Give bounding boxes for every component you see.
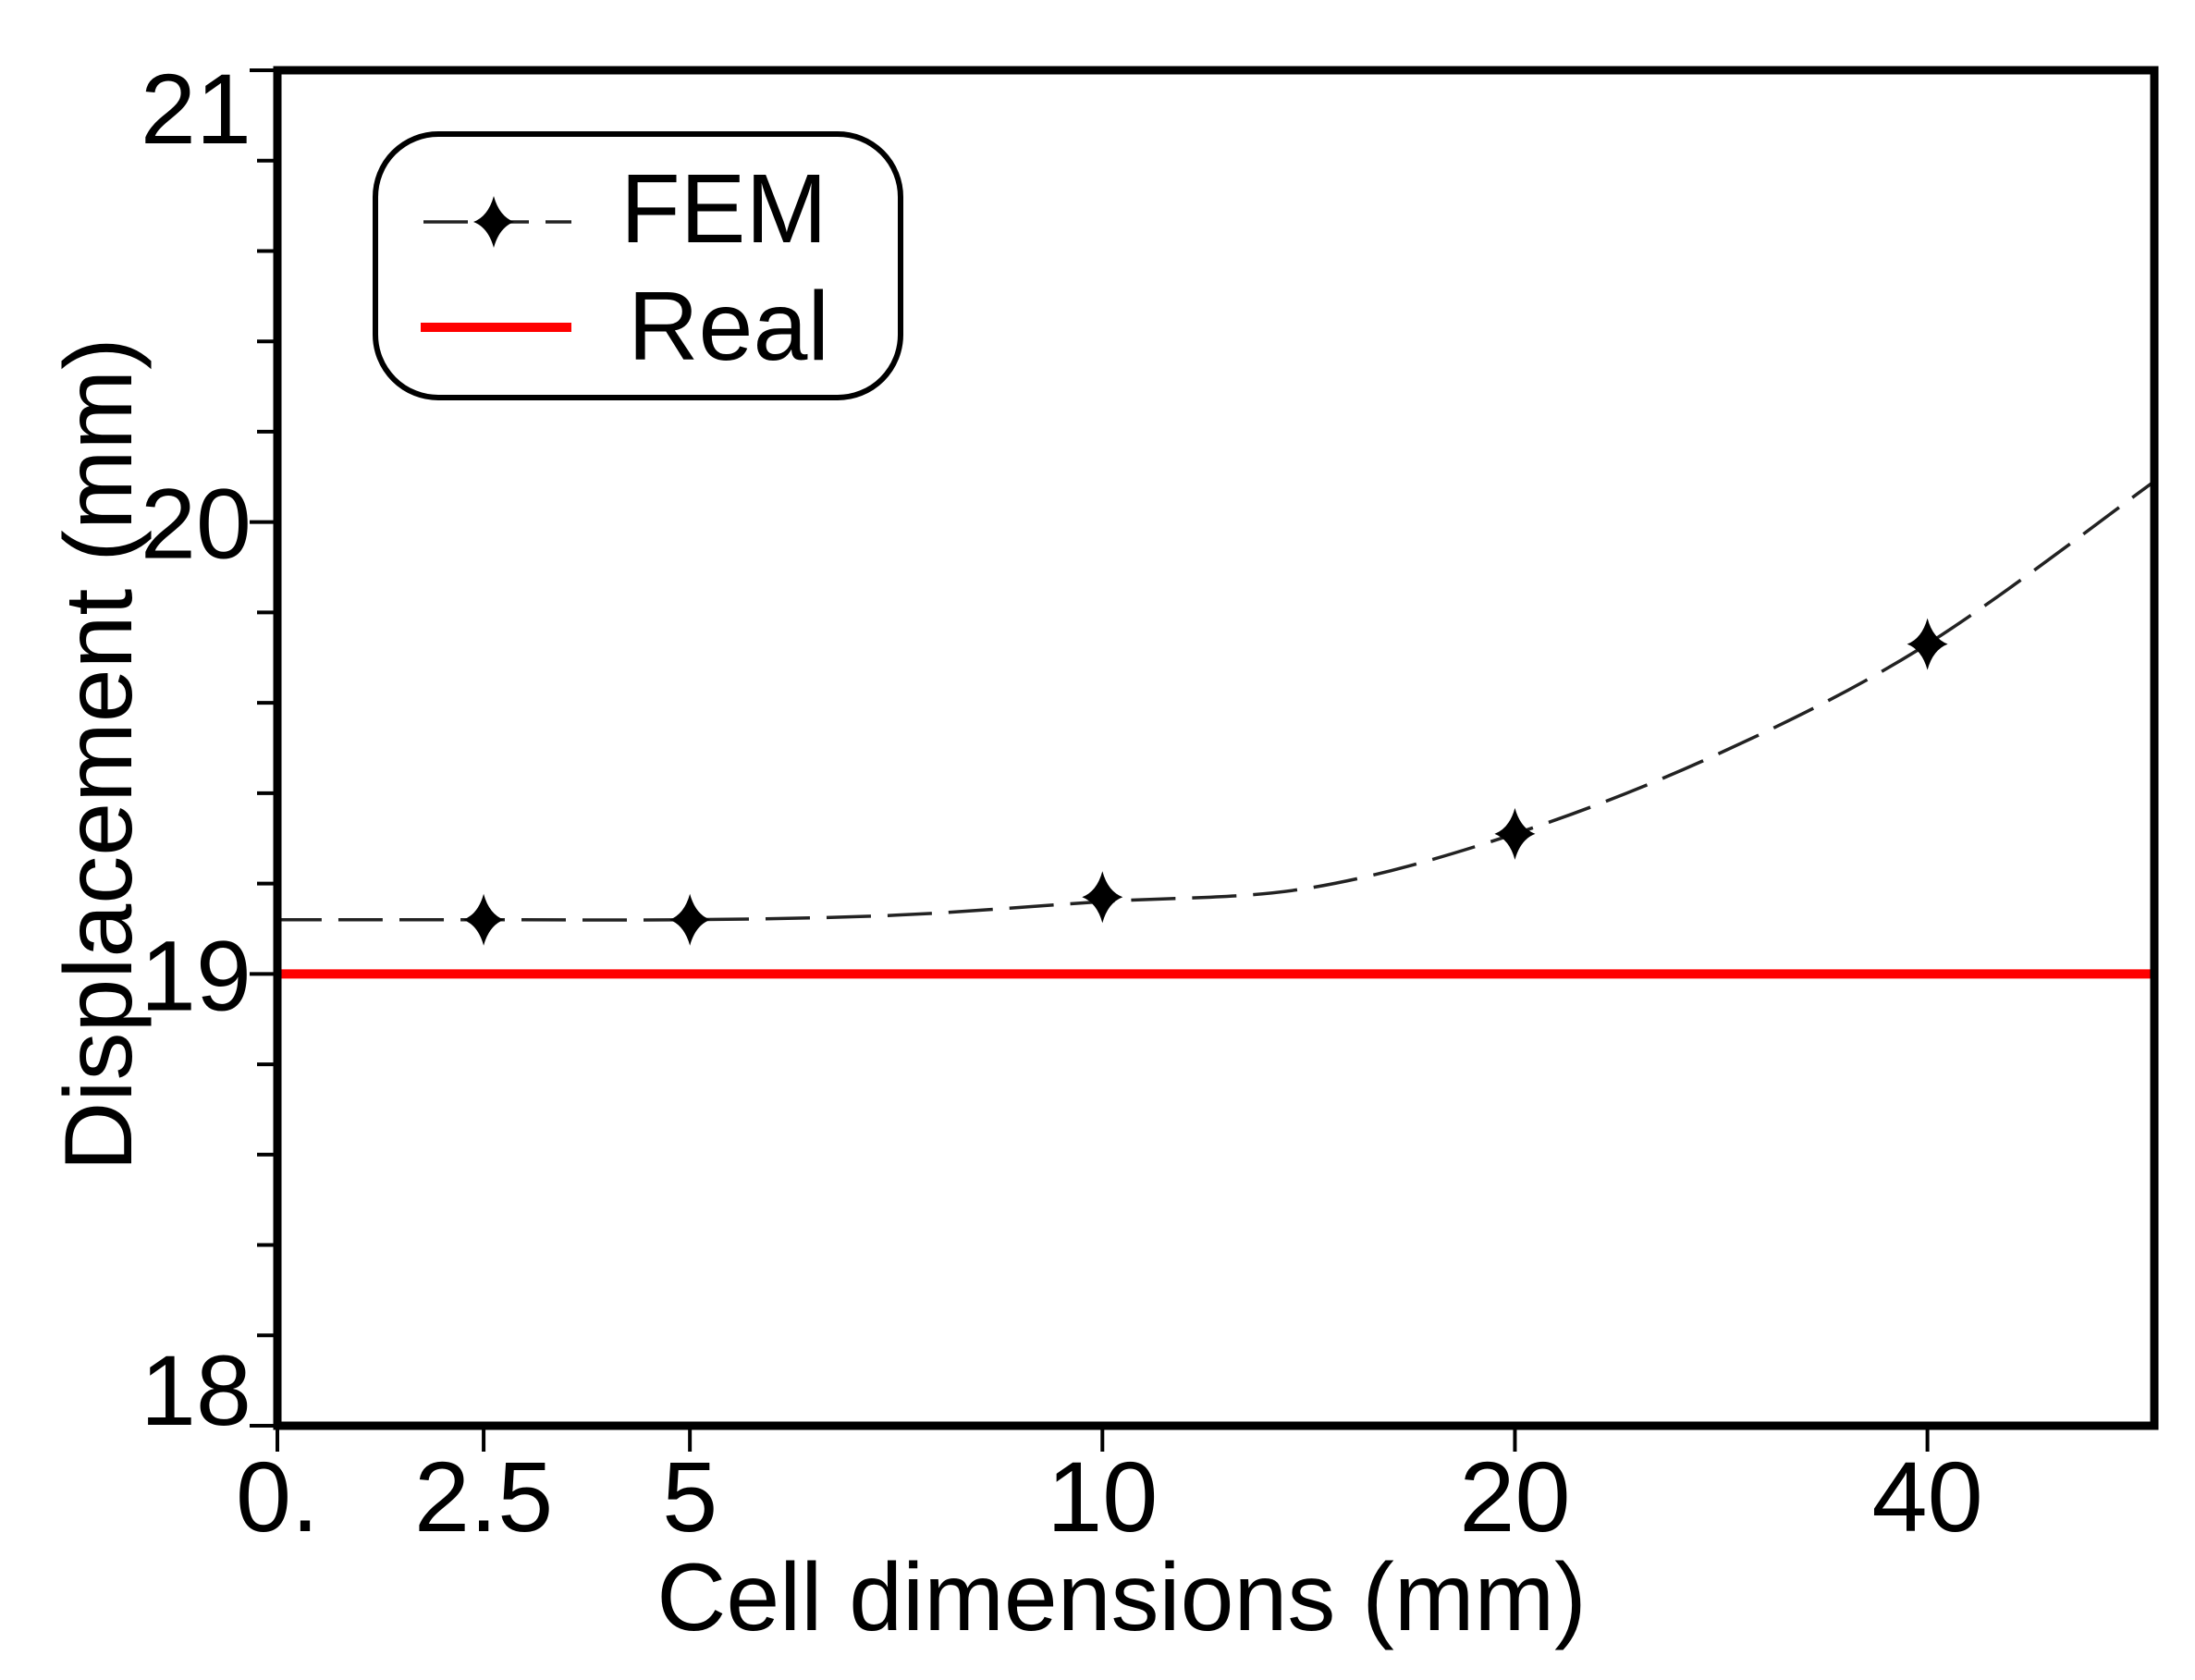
x-tick-label: 10 [1047, 1441, 1158, 1552]
y-tick-labels: 18 19 20 21 [141, 53, 251, 1446]
x-tick-label: 5 [662, 1441, 717, 1552]
y-tick-label: 19 [141, 919, 251, 1031]
fem-marker [463, 893, 505, 946]
plot-area-border [273, 66, 2159, 1430]
plot-lines [277, 480, 2156, 979]
x-tick-label: 0. [236, 1441, 319, 1552]
legend: FEM Real [373, 131, 903, 400]
fem-marker [1082, 871, 1123, 924]
y-tick-label: 18 [141, 1334, 251, 1446]
x-tick-label: 20 [1459, 1441, 1570, 1552]
legend-fem-label: FEM [620, 154, 828, 264]
x-tick-label: 2.5 [414, 1441, 553, 1552]
fem-marker [1494, 807, 1536, 860]
y-tick-label: 20 [141, 468, 251, 580]
legend-real-label: Real [628, 272, 829, 381]
x-ticks [276, 1426, 1930, 1452]
x-tick-label: 40 [1872, 1441, 1983, 1552]
legend-fem-star-icon [473, 196, 514, 248]
x-axis-label: Cell dimensions (mm) [656, 1544, 1587, 1651]
fem-curve [277, 480, 2156, 922]
fem-marker [669, 893, 711, 946]
plot-markers [463, 618, 1948, 946]
x-tick-labels: 0. 2.5 5 10 20 40 [236, 1441, 1983, 1552]
y-tick-label: 21 [141, 53, 251, 165]
y-axis-label: Displacement (mm) [45, 337, 153, 1171]
fem-marker [1907, 618, 1948, 670]
